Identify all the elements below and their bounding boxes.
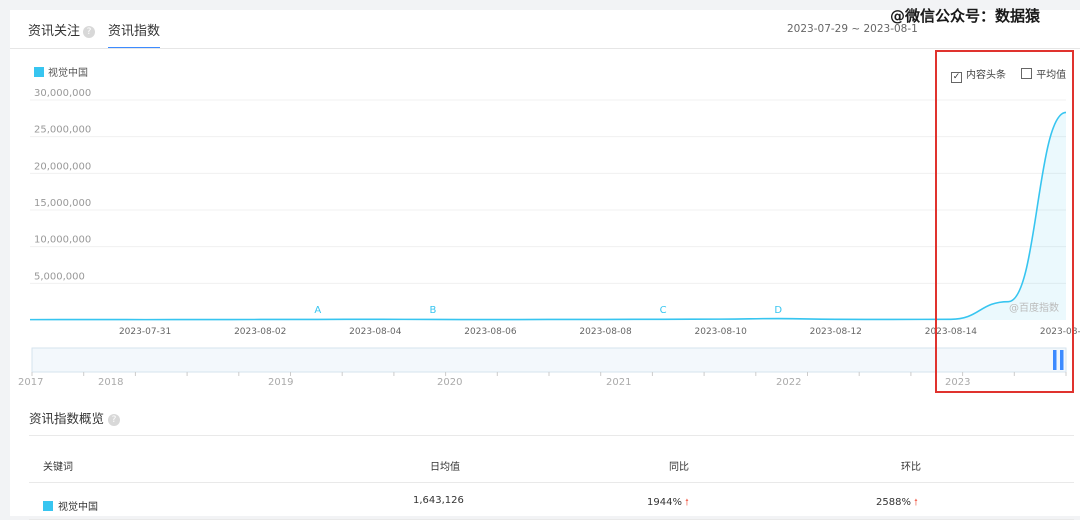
row-daily-avg: 1,643,126 — [413, 495, 464, 506]
range-slider — [31, 347, 1067, 373]
checkbox-headline[interactable]: ✓ 内容头条 — [951, 66, 1006, 83]
range-handle-right — [1060, 350, 1064, 370]
chart-legend[interactable]: 视觉中国 — [34, 64, 88, 79]
table-divider — [29, 482, 1074, 483]
highlight-box — [935, 50, 1074, 393]
date-range[interactable]: 2023-07-29 ~ 2023-08-1 — [787, 23, 918, 35]
checkbox-empty-icon — [1021, 68, 1033, 79]
tab-divider — [10, 48, 1080, 49]
x-tick-label: 2023-08-06 — [464, 327, 517, 337]
x-tick-label: 2023-08-08 — [579, 327, 632, 337]
y-tick-label: 30,000,000 — [34, 88, 91, 99]
annotation-label: D — [774, 305, 782, 316]
legend-swatch — [34, 67, 44, 77]
table-divider — [29, 435, 1074, 436]
y-tick-label: 20,000,000 — [34, 161, 91, 172]
y-tick-label: 25,000,000 — [34, 125, 91, 136]
checkbox-average[interactable]: 平均值 — [1021, 66, 1066, 81]
row-mom-value: 2588% — [876, 497, 911, 508]
range-year-label: 2020 — [437, 377, 462, 388]
row-keyword-label: 视觉中国 — [58, 502, 98, 513]
overview-title-text: 资讯指数概览 — [29, 411, 105, 426]
range-year-label: 2018 — [98, 377, 123, 388]
header-yoy: 同比 — [669, 462, 689, 473]
row-mom: 2588% 🠕 — [876, 495, 918, 511]
x-tick-label: 2023-08-12 — [810, 327, 862, 337]
annotation-label: A — [314, 305, 321, 316]
x-tick-label: 2023-08-14 — [925, 327, 978, 337]
x-tick-label: 2023-08-04 — [349, 327, 402, 337]
checkbox-headline-label: 内容头条 — [966, 70, 1006, 81]
range-year-label: 2019 — [268, 377, 293, 388]
range-year-label: 2017 — [18, 377, 43, 388]
keyword-swatch — [43, 501, 53, 511]
annotation-label: B — [429, 305, 436, 316]
header-mom: 环比 — [901, 462, 921, 473]
arrow-up-icon: 🠕 — [684, 498, 689, 508]
y-tick-label: 15,000,000 — [34, 198, 91, 209]
y-tick-label: 10,000,000 — [34, 235, 91, 246]
range-handle-left — [1053, 350, 1057, 370]
help-icon[interactable]: ? — [83, 25, 96, 38]
tab-news-attention[interactable]: 资讯关注? — [28, 20, 96, 39]
help-icon[interactable]: ? — [108, 413, 121, 426]
x-tick-label: 2023-08-10 — [695, 327, 748, 337]
row-yoy-value: 1944% — [647, 497, 682, 508]
row-yoy: 1944% 🠕 — [647, 495, 689, 511]
range-year-label: 2022 — [776, 377, 801, 388]
x-tick-label: 2023-08-02 — [234, 327, 286, 337]
series-line — [29, 111, 1067, 321]
arrow-up-icon: 🠕 — [913, 498, 918, 508]
chart-options: ✓ 内容头条 平均值 — [951, 66, 1078, 83]
checkbox-checked-icon: ✓ — [951, 72, 962, 83]
annotation-label: C — [660, 305, 667, 316]
range-year-label: 2021 — [606, 377, 631, 388]
checkbox-average-label: 平均值 — [1036, 70, 1067, 81]
header-keyword: 关键词 — [43, 462, 73, 473]
tab-news-attention-label: 资讯关注 — [28, 24, 81, 39]
trend-chart: 5,000,000 10,000,000 15,000,000 20,000,000 2… — [18, 88, 1080, 388]
overview-title: 资讯指数概览? — [29, 408, 121, 427]
header-daily-avg: 日均值 — [430, 462, 460, 473]
range-year-label: 2023 — [945, 377, 970, 388]
tab-news-index-label: 资讯指数 — [108, 24, 161, 39]
row-keyword: 视觉中国 — [43, 498, 98, 513]
series-area — [30, 112, 1066, 320]
watermark: @微信公众号：数据猿 — [890, 7, 1041, 25]
legend-label: 视觉中国 — [48, 68, 88, 79]
x-tick-label: 2023-07-31 — [119, 327, 171, 337]
chart-watermark: @百度指数 — [1009, 301, 1059, 314]
x-tick-label: 2023-08-16 — [1040, 327, 1080, 337]
y-tick-label: 5,000,000 — [34, 271, 85, 282]
index-card: 资讯关注? 资讯指数 2023-07-29 ~ 2023-08-1 视觉中国 ✓… — [10, 10, 1080, 520]
